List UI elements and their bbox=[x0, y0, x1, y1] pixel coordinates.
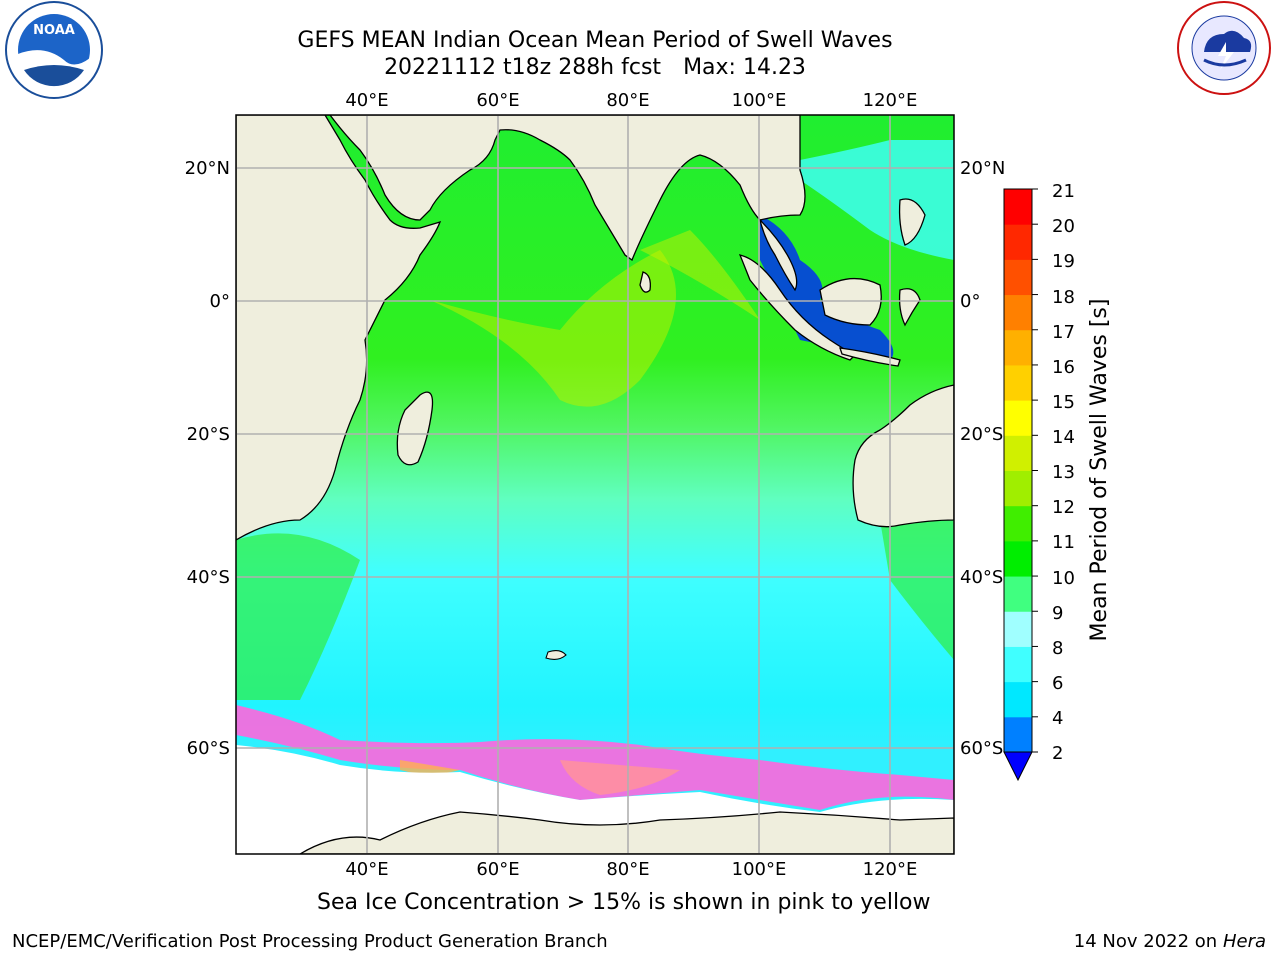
lat-tick-left: 20°N bbox=[185, 158, 230, 179]
colorbar-tick: 8 bbox=[1052, 638, 1063, 659]
lon-tick-bottom: 120°E bbox=[863, 859, 918, 880]
lat-tick-right: 20°N bbox=[960, 158, 1005, 179]
colorbar-label: Mean Period of Swell Waves [s] bbox=[1087, 299, 1112, 642]
lon-tick-top: 40°E bbox=[345, 90, 388, 111]
malay-peninsula bbox=[758, 217, 798, 292]
chart-subtitle: 20221112 t18z 288h fcst Max: 14.23 bbox=[235, 54, 955, 81]
colorbar-tick: 4 bbox=[1052, 708, 1063, 729]
noaa-logo: NOAA bbox=[5, 1, 103, 99]
sea-ice-yellow bbox=[400, 760, 460, 774]
lon-tick-bottom: 60°E bbox=[476, 859, 519, 880]
sea-ice-caption: Sea Ice Concentration > 15% is shown in … bbox=[317, 890, 931, 915]
gridlines bbox=[236, 115, 954, 854]
sea-ice bbox=[236, 705, 954, 810]
colorbar-swatch bbox=[1004, 576, 1032, 612]
southwest-green-band bbox=[236, 533, 360, 700]
lat-tick-left: 0° bbox=[210, 291, 230, 312]
colorbar-swatch bbox=[1004, 646, 1032, 683]
sri-lanka bbox=[639, 271, 651, 293]
colorbar-tick: 9 bbox=[1052, 603, 1063, 624]
colorbar-swatch bbox=[1004, 470, 1032, 507]
colorbar-tick: 15 bbox=[1052, 392, 1075, 413]
colorbar-swatch bbox=[1004, 435, 1032, 471]
colorbar-tick: 13 bbox=[1052, 462, 1075, 483]
lon-tick-top: 120°E bbox=[863, 90, 918, 111]
lon-tick-bottom: 80°E bbox=[606, 859, 649, 880]
asia-land bbox=[236, 115, 806, 262]
madagascar bbox=[396, 391, 434, 466]
lon-labels: 40°E 60°E 80°E 100°E 120°E 40°E 60°E 80°… bbox=[345, 90, 917, 880]
colorbar-ticks: 21 20 19 18 17 16 15 14 13 12 11 10 9 8 … bbox=[1052, 181, 1075, 764]
colorbar-swatch bbox=[1004, 189, 1032, 225]
colorbar-tick: 21 bbox=[1052, 181, 1075, 202]
colorbar-swatch bbox=[1004, 259, 1032, 296]
swell-band-yellow-east bbox=[640, 230, 760, 320]
colorbar-swatch bbox=[1004, 294, 1032, 331]
colorbar-tick: 2 bbox=[1052, 743, 1063, 764]
colorbar-swatch bbox=[1004, 611, 1032, 647]
lon-tick-bottom: 100°E bbox=[732, 859, 787, 880]
nws-logo bbox=[1177, 1, 1271, 95]
colorbar-swatch bbox=[1004, 224, 1032, 260]
colorbar-extend-arrow bbox=[1003, 751, 1033, 782]
forecast-run: 20221112 t18z 288h fcst bbox=[384, 55, 662, 80]
colorbar-tick: 14 bbox=[1052, 427, 1075, 448]
sulawesi bbox=[898, 288, 921, 327]
lat-tick-right: 0° bbox=[960, 291, 980, 312]
lon-tick-bottom: 40°E bbox=[345, 859, 388, 880]
lon-tick-top: 100°E bbox=[732, 90, 787, 111]
colorbar bbox=[1003, 188, 1038, 782]
footer-credit: NCEP/EMC/Verification Post Processing Pr… bbox=[12, 931, 608, 952]
swell-band-yellow bbox=[430, 250, 676, 407]
colorbar-swatch bbox=[1004, 364, 1032, 401]
map-frame bbox=[235, 114, 955, 855]
lat-tick-left: 40°S bbox=[187, 567, 230, 588]
colorbar-tick: 11 bbox=[1052, 532, 1075, 553]
lon-tick-top: 80°E bbox=[606, 90, 649, 111]
colorbar-swatch bbox=[1004, 505, 1032, 542]
footer-date-text: 14 Nov 2022 on bbox=[1073, 931, 1218, 952]
colorbar-swatch bbox=[1004, 716, 1032, 753]
lat-tick-right: 40°S bbox=[960, 567, 1003, 588]
lat-labels: 20°N 0° 20°S 40°S 60°S 20°N 0° 20°S 40°S… bbox=[185, 158, 1006, 759]
footer-host: Hera bbox=[1222, 931, 1266, 952]
kerguelen bbox=[545, 649, 567, 661]
colorbar-tick: 6 bbox=[1052, 673, 1063, 694]
map-area bbox=[236, 115, 954, 854]
australia bbox=[852, 384, 954, 528]
colorbar-tick: 16 bbox=[1052, 357, 1075, 378]
antarctica-land bbox=[298, 811, 954, 854]
chart-title: GEFS MEAN Indian Ocean Mean Period of Sw… bbox=[297, 28, 893, 53]
lat-tick-right: 60°S bbox=[960, 738, 1003, 759]
lat-tick-left: 60°S bbox=[187, 738, 230, 759]
lat-tick-left: 20°S bbox=[187, 424, 230, 445]
philippines bbox=[898, 198, 926, 246]
footer-date: 14 Nov 2022 on Hera bbox=[1074, 931, 1266, 952]
colorbar-tick: 20 bbox=[1052, 216, 1075, 237]
lat-tick-right: 20°S bbox=[960, 424, 1003, 445]
noaa-logo-text: NOAA bbox=[33, 23, 75, 38]
colorbar-swatch bbox=[1004, 400, 1032, 436]
colorbar-swatch bbox=[1004, 540, 1032, 577]
sea-ice-orange bbox=[560, 760, 680, 795]
southeast-green-band bbox=[880, 520, 954, 660]
colorbar-tick: 19 bbox=[1052, 251, 1075, 272]
colorbar-swatch bbox=[1004, 681, 1032, 718]
colorbar-swatch bbox=[1004, 329, 1032, 366]
lon-tick-top: 60°E bbox=[476, 90, 519, 111]
max-value: Max: 14.23 bbox=[683, 55, 806, 80]
colorbar-tick: 12 bbox=[1052, 497, 1075, 518]
colorbar-tick: 10 bbox=[1052, 568, 1075, 589]
colorbar-tick: 17 bbox=[1052, 322, 1075, 343]
colorbar-tick: 18 bbox=[1052, 287, 1075, 308]
java bbox=[839, 347, 901, 367]
